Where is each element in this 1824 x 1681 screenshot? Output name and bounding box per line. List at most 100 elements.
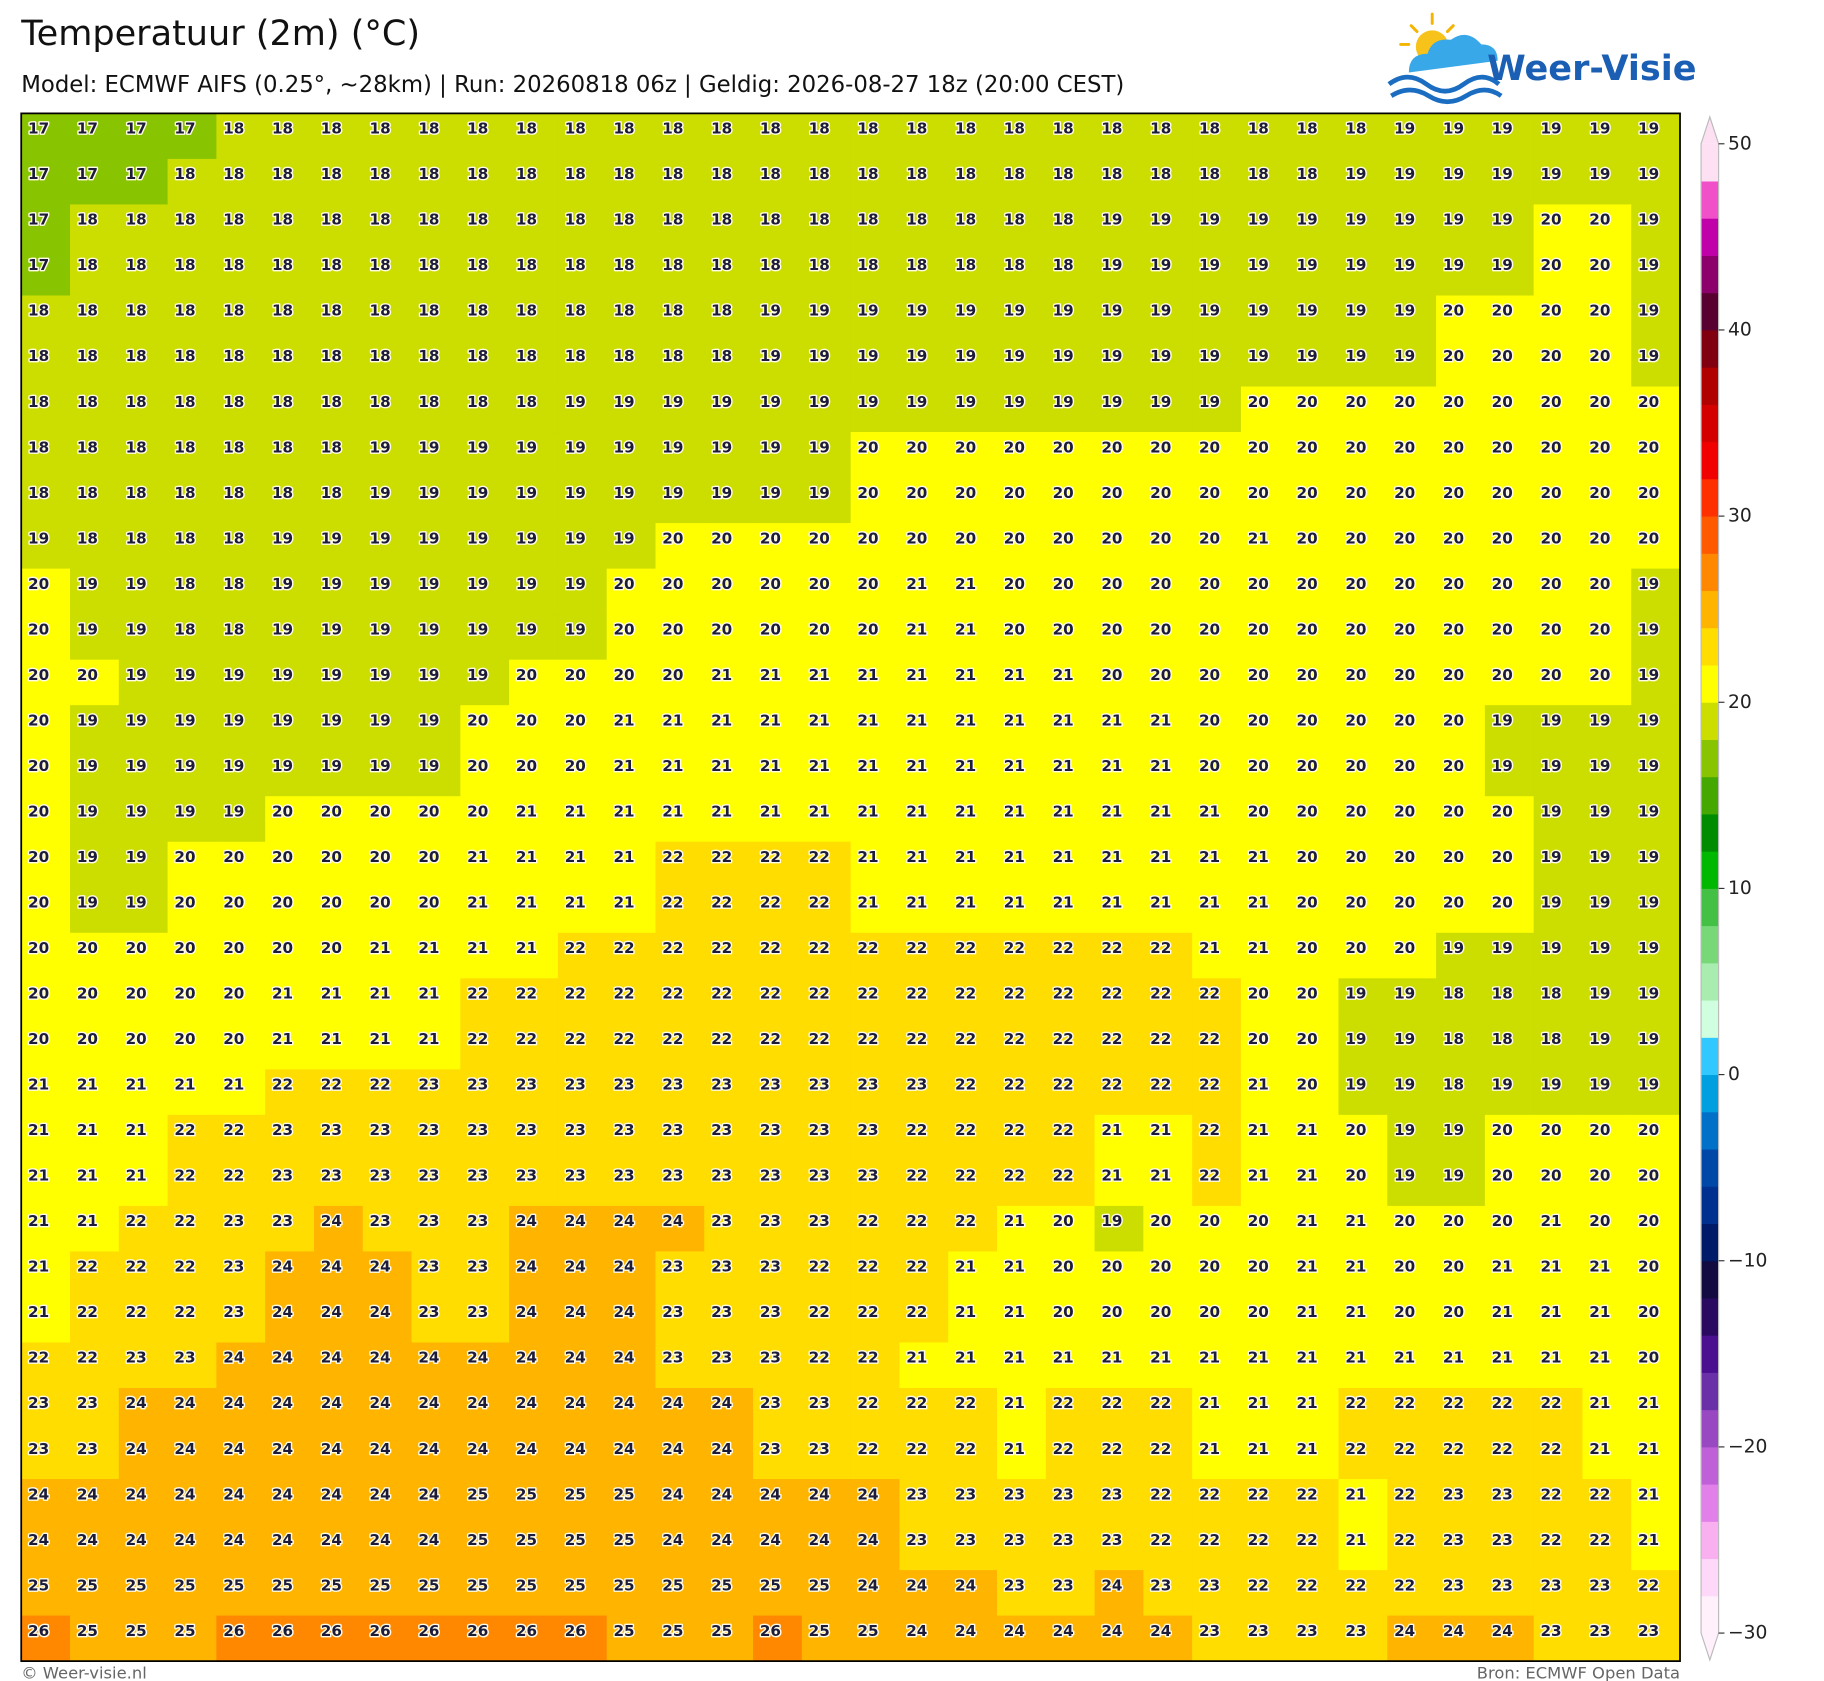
temperature-value: 21	[1053, 666, 1074, 684]
temperature-value: 21	[1492, 1258, 1513, 1276]
temperature-cell	[1436, 1023, 1486, 1070]
temperature-value: 19	[272, 620, 293, 638]
temperature-value: 22	[1540, 1531, 1561, 1549]
temperature-value: 23	[370, 1167, 391, 1185]
temperature-cell	[1192, 887, 1242, 934]
temperature-cell	[509, 1114, 559, 1161]
temperature-value: 20	[418, 802, 439, 820]
temperature-value: 19	[1345, 1030, 1366, 1048]
temperature-cell	[313, 887, 364, 934]
temperature-value: 19	[1150, 211, 1171, 229]
temperature-cell	[850, 887, 901, 934]
temperature-value: 21	[77, 1076, 98, 1094]
temperature-cell	[411, 340, 461, 388]
temperature-cell	[1631, 932, 1681, 979]
temperature-value: 21	[1004, 1349, 1025, 1367]
temperature-value: 19	[1492, 711, 1513, 729]
temperature-cell	[1192, 340, 1242, 388]
temperature-cell	[1192, 796, 1242, 843]
temperature-value: 20	[1492, 802, 1513, 820]
temperature-cell	[21, 1205, 71, 1253]
temperature-value: 18	[126, 438, 147, 456]
temperature-cell	[899, 614, 949, 661]
temperature-cell	[1436, 523, 1486, 570]
temperature-value: 18	[223, 393, 244, 411]
temperature-cell	[118, 1069, 169, 1116]
temperature-value: 19	[1345, 985, 1366, 1003]
temperature-value: 19	[516, 575, 537, 593]
temperature-value: 19	[1638, 620, 1659, 638]
temperature-value: 22	[272, 1076, 293, 1094]
temperature-value: 18	[1004, 120, 1025, 138]
temperature-cell	[1143, 978, 1193, 1025]
temperature-value: 25	[809, 1576, 830, 1594]
temperature-value: 20	[1492, 1167, 1513, 1185]
temperature-cell	[460, 295, 510, 342]
temperature-value: 23	[467, 1076, 488, 1094]
temperature-cell	[216, 113, 266, 160]
temperature-value: 21	[711, 802, 732, 820]
temperature-cell	[1192, 113, 1242, 160]
temperature-cell	[362, 841, 413, 888]
temperature-value: 19	[418, 666, 439, 684]
temperature-value: 22	[1053, 1394, 1074, 1412]
temperature-cell	[167, 1251, 217, 1298]
temperature-value: 21	[1297, 1212, 1318, 1230]
temperature-cell	[167, 796, 217, 843]
temperature-cell	[1582, 932, 1632, 979]
temperature-cell	[21, 386, 71, 433]
temperature-cell	[362, 523, 413, 570]
temperature-cell	[460, 614, 510, 661]
temperature-cell	[1045, 1114, 1096, 1161]
temperature-value: 19	[1492, 211, 1513, 229]
temperature-value: 18	[1492, 985, 1513, 1003]
temperature-value: 20	[1540, 1167, 1561, 1185]
temperature-cell	[1045, 295, 1096, 342]
temperature-value: 19	[711, 393, 732, 411]
temperature-cell	[996, 386, 1047, 433]
temperature-cell	[1631, 978, 1681, 1025]
temperature-value: 24	[565, 1394, 586, 1412]
temperature-cell	[1387, 887, 1437, 934]
temperature-value: 20	[28, 666, 49, 684]
temperature-cell	[313, 750, 364, 797]
temperature-value: 20	[516, 711, 537, 729]
temperature-value: 22	[1589, 1485, 1610, 1503]
temperature-value: 22	[1150, 985, 1171, 1003]
temperature-value: 24	[955, 1576, 976, 1594]
temperature-value: 18	[28, 438, 49, 456]
temperature-cell	[411, 1069, 461, 1116]
temperature-cell	[362, 796, 413, 843]
temperature-cell	[1045, 249, 1096, 297]
temperature-value: 20	[1345, 757, 1366, 775]
temperature-cell	[1387, 295, 1437, 342]
temperature-cell	[118, 1251, 169, 1298]
temperature-cell	[1338, 932, 1388, 979]
temperature-cell	[362, 432, 413, 479]
temperature-value: 20	[1053, 1258, 1074, 1276]
colorbar-tick-label: −10	[1728, 1250, 1767, 1271]
temperature-value: 24	[711, 1531, 732, 1549]
temperature-value: 19	[662, 438, 683, 456]
temperature-value: 20	[1638, 1167, 1659, 1185]
temperature-value: 21	[1150, 1121, 1171, 1139]
temperature-value: 18	[565, 347, 586, 365]
temperature-value: 21	[565, 802, 586, 820]
temperature-value: 19	[1394, 985, 1415, 1003]
temperature-value: 20	[223, 939, 244, 957]
temperature-cell	[362, 249, 413, 297]
temperature-value: 20	[1053, 1212, 1074, 1230]
temperature-value: 19	[1394, 1121, 1415, 1139]
temperature-value: 23	[77, 1440, 98, 1458]
temperature-value: 20	[662, 666, 683, 684]
temperature-value: 23	[711, 1212, 732, 1230]
temperature-cell	[1094, 158, 1144, 206]
temperature-value: 20	[1199, 711, 1220, 729]
temperature-cell	[509, 796, 559, 843]
temperature-value: 19	[1199, 347, 1220, 365]
temperature-value: 19	[1492, 757, 1513, 775]
temperature-value: 21	[955, 894, 976, 912]
temperature-value: 24	[174, 1394, 195, 1412]
temperature-value: 18	[321, 120, 342, 138]
